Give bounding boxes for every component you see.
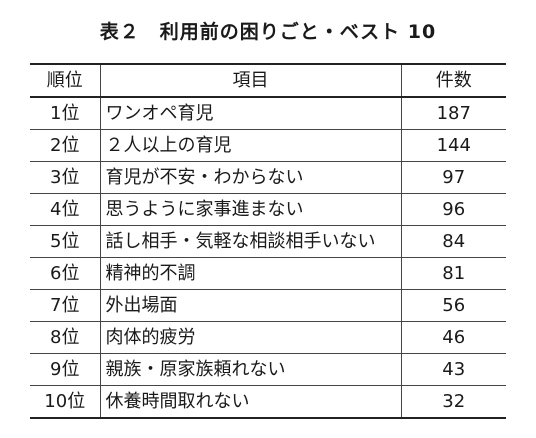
header-count: 件数: [401, 64, 506, 98]
table-row: 7位 外出場面 56: [30, 289, 506, 322]
item-cell: 親族・原家族頼れない: [100, 353, 402, 386]
count-cell: 46: [401, 321, 506, 354]
ranking-table: 順位 項目 件数 1位 ワンオペ育児 187 2位 ２人以上の育児 144 3位…: [30, 63, 506, 419]
table-row: 9位 親族・原家族頼れない 43: [30, 353, 506, 386]
table-row: 2位 ２人以上の育児 144: [30, 129, 506, 162]
item-cell: 精神的不調: [100, 257, 402, 290]
item-cell: 外出場面: [100, 289, 402, 322]
rank-cell: 8位: [30, 321, 101, 354]
rank-cell: 2位: [30, 129, 101, 162]
rank-cell: 7位: [30, 289, 101, 322]
table-row: 1位 ワンオペ育児 187: [30, 97, 506, 130]
item-cell: ２人以上の育児: [100, 129, 402, 162]
count-cell: 144: [401, 129, 506, 162]
item-cell: 肉体的疲労: [100, 321, 402, 354]
count-cell: 84: [401, 225, 506, 258]
table-row: 5位 話し相手・気軽な相談相手いない 84: [30, 225, 506, 258]
count-cell: 81: [401, 257, 506, 290]
header-item: 項目: [100, 64, 402, 98]
rank-cell: 10位: [30, 385, 101, 419]
table-row: 4位 思うように家事進まない 96: [30, 193, 506, 226]
item-cell: 話し相手・気軽な相談相手いない: [100, 225, 402, 258]
header-row: 順位 項目 件数: [30, 64, 506, 98]
count-cell: 43: [401, 353, 506, 386]
rank-cell: 1位: [30, 97, 101, 130]
header-rank: 順位: [30, 64, 101, 98]
count-cell: 187: [401, 97, 506, 130]
rank-cell: 9位: [30, 353, 101, 386]
count-cell: 97: [401, 161, 506, 194]
table-title: 表２ 利用前の困りごと・ベスト 10: [99, 21, 437, 43]
item-cell: 思うように家事進まない: [100, 193, 402, 226]
count-cell: 32: [401, 385, 506, 419]
item-cell: ワンオペ育児: [100, 97, 402, 130]
item-cell: 休養時間取れない: [100, 385, 402, 419]
table-row: 3位 育児が不安・わからない 97: [30, 161, 506, 194]
table-row: 10位 休養時間取れない 32: [30, 385, 506, 419]
count-cell: 56: [401, 289, 506, 322]
table-row: 8位 肉体的疲労 46: [30, 321, 506, 354]
item-cell: 育児が不安・わからない: [100, 161, 402, 194]
rank-cell: 4位: [30, 193, 101, 226]
rank-cell: 3位: [30, 161, 101, 194]
rank-cell: 6位: [30, 257, 101, 290]
count-cell: 96: [401, 193, 506, 226]
table-row: 6位 精神的不調 81: [30, 257, 506, 290]
rank-cell: 5位: [30, 225, 101, 258]
